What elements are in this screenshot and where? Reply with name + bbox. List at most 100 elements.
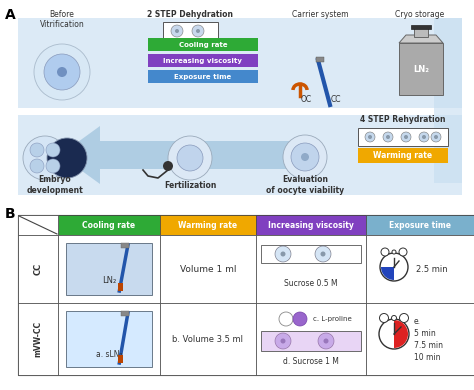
Text: a. sLN₂: a. sLN₂ xyxy=(96,350,122,359)
Polygon shape xyxy=(60,126,310,184)
Bar xyxy=(358,128,448,146)
Text: CC: CC xyxy=(34,263,43,275)
Circle shape xyxy=(400,314,409,323)
Circle shape xyxy=(163,161,173,171)
Circle shape xyxy=(422,135,426,139)
Circle shape xyxy=(23,136,67,180)
Bar xyxy=(118,283,123,291)
Polygon shape xyxy=(399,35,443,43)
Bar xyxy=(414,27,428,37)
Text: Exposure time: Exposure time xyxy=(389,220,451,229)
Circle shape xyxy=(392,316,396,321)
Bar xyxy=(18,215,58,235)
Text: A: A xyxy=(5,8,16,22)
Circle shape xyxy=(365,132,375,142)
Circle shape xyxy=(379,319,409,349)
Circle shape xyxy=(192,25,204,37)
Text: LN₂: LN₂ xyxy=(102,276,116,285)
Circle shape xyxy=(46,143,60,157)
Circle shape xyxy=(57,67,67,77)
Text: 5 min: 5 min xyxy=(414,329,436,338)
Text: Cooling rate: Cooling rate xyxy=(82,220,136,229)
Circle shape xyxy=(401,132,411,142)
Circle shape xyxy=(380,314,389,323)
Circle shape xyxy=(320,252,326,257)
Circle shape xyxy=(383,132,393,142)
Circle shape xyxy=(47,138,87,178)
Bar xyxy=(58,235,160,303)
Circle shape xyxy=(434,135,438,139)
Bar xyxy=(358,148,448,163)
Text: Volume 1 ml: Volume 1 ml xyxy=(180,264,236,273)
Text: Before
Vitrification: Before Vitrification xyxy=(40,10,84,29)
Bar xyxy=(160,235,256,303)
Bar xyxy=(58,215,160,235)
Bar xyxy=(121,243,129,248)
Text: 4 STEP Rehydration: 4 STEP Rehydration xyxy=(360,115,446,124)
Circle shape xyxy=(404,135,408,139)
Bar xyxy=(256,215,366,235)
Circle shape xyxy=(175,29,179,33)
Circle shape xyxy=(30,159,44,173)
Circle shape xyxy=(177,145,203,171)
Text: Fertilization: Fertilization xyxy=(164,181,216,190)
Bar xyxy=(434,18,462,183)
Bar xyxy=(411,25,431,29)
Circle shape xyxy=(46,159,60,173)
Circle shape xyxy=(171,25,183,37)
Bar xyxy=(66,311,152,367)
Circle shape xyxy=(419,132,429,142)
Bar xyxy=(261,331,361,351)
Circle shape xyxy=(368,135,372,139)
Bar xyxy=(261,245,361,263)
Circle shape xyxy=(283,135,327,179)
Text: 10 min: 10 min xyxy=(414,353,440,362)
Bar xyxy=(66,243,152,295)
Text: Evaluation
of oocyte viability: Evaluation of oocyte viability xyxy=(266,175,344,195)
Text: B: B xyxy=(5,207,16,221)
Circle shape xyxy=(168,136,212,180)
Circle shape xyxy=(301,153,309,161)
Bar xyxy=(18,115,462,195)
Circle shape xyxy=(291,143,319,171)
Text: c. L-proline: c. L-proline xyxy=(313,316,352,322)
Circle shape xyxy=(315,246,331,262)
Text: d. Sucrose 1 M: d. Sucrose 1 M xyxy=(283,356,339,365)
Circle shape xyxy=(44,54,80,90)
Bar xyxy=(58,303,160,375)
Text: b. Volume 3.5 ml: b. Volume 3.5 ml xyxy=(173,335,244,344)
Circle shape xyxy=(431,132,441,142)
Circle shape xyxy=(399,248,407,256)
Bar xyxy=(366,235,474,303)
Circle shape xyxy=(30,143,44,157)
Circle shape xyxy=(392,250,396,254)
Bar xyxy=(18,215,474,375)
Bar xyxy=(366,303,474,375)
Text: 2.5 min: 2.5 min xyxy=(416,264,447,273)
Text: Carrier system: Carrier system xyxy=(292,10,348,19)
Bar xyxy=(163,22,218,39)
Bar xyxy=(18,303,58,375)
Circle shape xyxy=(275,333,291,349)
Bar xyxy=(18,235,58,303)
Text: 7.5 min: 7.5 min xyxy=(414,341,443,350)
Bar xyxy=(366,215,474,235)
Text: LN₂: LN₂ xyxy=(413,64,429,73)
Text: Sucrose 0.5 M: Sucrose 0.5 M xyxy=(284,278,338,287)
Text: Cryo storage: Cryo storage xyxy=(395,10,445,19)
Bar xyxy=(148,54,258,67)
Wedge shape xyxy=(381,267,394,280)
Bar xyxy=(160,215,256,235)
Text: Warming rate: Warming rate xyxy=(178,220,237,229)
Circle shape xyxy=(275,246,291,262)
Text: Embryo
development: Embryo development xyxy=(27,175,83,195)
Circle shape xyxy=(293,312,307,326)
Wedge shape xyxy=(394,320,408,348)
Circle shape xyxy=(281,252,285,257)
Text: Warming rate: Warming rate xyxy=(374,151,433,160)
Circle shape xyxy=(281,339,285,344)
Bar xyxy=(148,38,258,51)
Bar xyxy=(399,43,443,95)
Text: Exposure time: Exposure time xyxy=(174,73,232,80)
Bar xyxy=(121,311,129,316)
